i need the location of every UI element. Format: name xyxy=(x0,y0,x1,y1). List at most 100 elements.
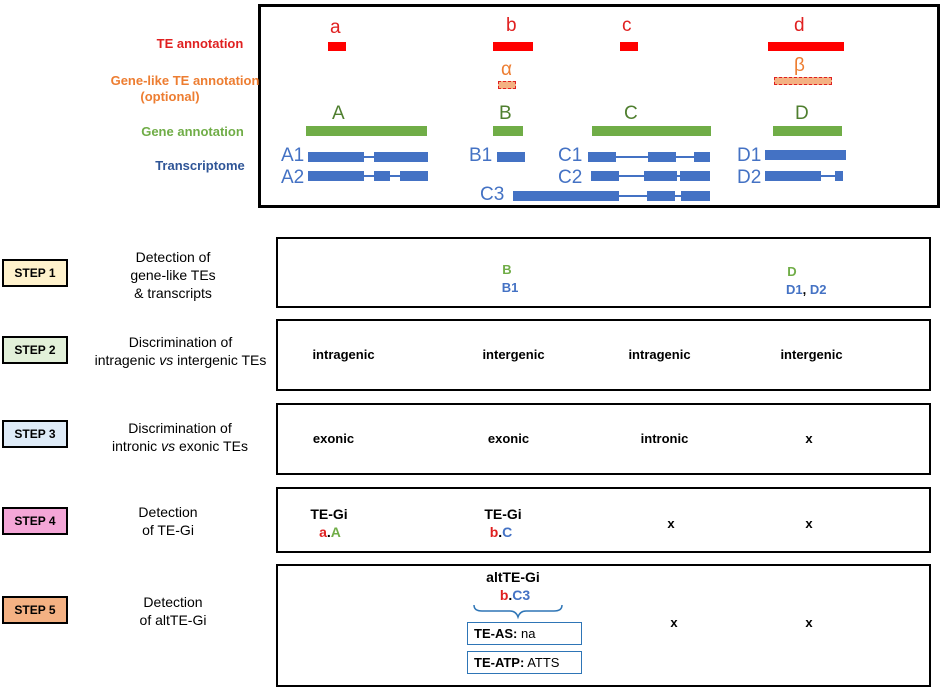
legend-transcriptome: Transcriptome xyxy=(155,158,245,173)
step1-transcript-d1: D1 xyxy=(786,282,803,297)
gene-bar-b xyxy=(493,126,523,136)
step4-tegi-a-gene: A xyxy=(330,524,341,540)
step2-result-d: intergenic xyxy=(780,347,843,362)
step4-box xyxy=(276,487,931,553)
step4-tegi-a-pair: a.A xyxy=(300,524,360,540)
transcript-a1-exon1 xyxy=(308,152,364,162)
transcript-a1-intron xyxy=(364,156,374,158)
step3-desc-line1: Discrimination of xyxy=(128,420,232,436)
transcript-c1-intron2 xyxy=(676,156,694,158)
step3-result-b: exonic xyxy=(487,431,530,446)
step4-result-d: x xyxy=(805,516,813,531)
transcript-label-a2: A2 xyxy=(281,167,305,188)
transcript-a1-exon2 xyxy=(374,152,428,162)
step4-desc-line2: of TE-Gi xyxy=(142,522,194,538)
gene-label-d: D xyxy=(795,103,809,124)
gene-bar-c xyxy=(592,126,711,136)
transcript-d2-exon2 xyxy=(835,171,843,181)
te-bar-a xyxy=(328,42,346,51)
step4-tegi-a-dot: . xyxy=(326,524,331,540)
step5-te-atp-box: TE-ATP: ATTS xyxy=(467,651,582,674)
transcript-c3-exon1 xyxy=(513,191,619,201)
step5-desc: Detection of altTE-Gi xyxy=(118,593,228,629)
step4-tegi-b-pair: b.C xyxy=(471,524,531,540)
step5-result-d: x xyxy=(805,615,813,630)
legend-gene-like-te: Gene-like TE annotation xyxy=(110,73,260,88)
gene-label-b: B xyxy=(499,103,512,124)
step4-badge: STEP 4 xyxy=(2,507,68,535)
transcript-c1-exon1 xyxy=(588,152,616,162)
step1-gene-d: D xyxy=(787,264,797,279)
step2-desc-line1: Discrimination of xyxy=(128,334,233,350)
step1-gene-b: B xyxy=(502,262,512,277)
step2-badge: STEP 2 xyxy=(2,336,68,364)
step5-alttegi-title: altTE-Gi xyxy=(486,569,540,585)
transcript-c2-exon1 xyxy=(591,171,619,181)
transcript-a2-exon1 xyxy=(308,171,364,181)
gene-bar-a xyxy=(306,126,427,136)
step4-tegi-a-title: TE-Gi xyxy=(310,506,348,522)
step2-desc: Discrimination of intragenic vs intergen… xyxy=(88,333,273,369)
te-bar-d xyxy=(768,42,844,51)
step5-alttegi-transcript: C3 xyxy=(512,587,531,603)
te-bar-c xyxy=(620,42,638,51)
step4-tegi-b-gene: C xyxy=(502,524,513,540)
step1-desc-line3: & transcripts xyxy=(134,285,212,301)
legend-gene-like-te-optional: (optional) xyxy=(140,89,200,104)
transcript-c2-exon3 xyxy=(680,171,710,181)
step2-result-a: intragenic xyxy=(312,347,375,362)
step4-tegi-b-dot: . xyxy=(498,524,503,540)
step5-te-atp-value: ATTS xyxy=(527,655,560,670)
step5-desc-line2: of altTE-Gi xyxy=(139,612,207,628)
step2-desc-line2: intragenic vs intergenic TEs xyxy=(94,352,267,368)
step1-desc-line1: Detection of xyxy=(135,249,211,265)
gene-label-a: A xyxy=(332,103,345,124)
transcript-label-c1: C1 xyxy=(558,145,583,166)
step3-desc-line2: intronic vs exonic TEs xyxy=(112,438,248,454)
step5-badge: STEP 5 xyxy=(2,596,68,624)
transcript-c1-exon2 xyxy=(648,152,676,162)
step1-transcript-separator: , xyxy=(802,282,810,297)
transcript-b1-exon1 xyxy=(497,152,525,162)
gene-like-label-beta: β xyxy=(794,55,805,76)
transcript-a2-exon2 xyxy=(374,171,390,181)
step5-brace-path xyxy=(473,604,563,620)
transcript-a2-intron2 xyxy=(390,175,400,177)
transcript-a2-exon3 xyxy=(400,171,428,181)
transcript-c3-intron2 xyxy=(675,195,681,197)
step3-result-c: intronic xyxy=(640,431,689,446)
step5-alttegi-dot: . xyxy=(508,587,513,603)
transcript-label-a1: A1 xyxy=(281,145,305,166)
step3-box xyxy=(276,403,931,475)
transcript-c3-exon2 xyxy=(647,191,675,201)
annotation-panel xyxy=(258,4,940,208)
te-label-c: c xyxy=(622,15,632,36)
step1-transcripts-d: D1, D2 xyxy=(786,282,846,297)
transcript-c1-exon3 xyxy=(694,152,710,162)
transcript-label-d1: D1 xyxy=(737,145,762,166)
transcript-c2-exon2 xyxy=(644,171,677,181)
step1-desc: Detection of gene-like TEs & transcripts xyxy=(108,248,238,302)
step5-te-atp-label: TE-ATP: xyxy=(474,655,525,670)
step2-result-b: intergenic xyxy=(482,347,545,362)
transcript-label-c2: C2 xyxy=(558,167,583,188)
step5-alttegi-pair: b.C3 xyxy=(480,587,550,603)
step3-result-a: exonic xyxy=(312,431,355,446)
step3-desc: Discrimination of intronic vs exonic TEs xyxy=(100,419,260,455)
step1-desc-line2: gene-like TEs xyxy=(130,267,216,283)
step5-desc-line1: Detection xyxy=(143,594,203,610)
transcript-a2-intron1 xyxy=(364,175,374,177)
transcript-c3-exon3 xyxy=(681,191,710,201)
step5-alttegi-te: b xyxy=(499,587,509,603)
gene-like-label-alpha: α xyxy=(501,59,512,80)
transcript-c2-intron1 xyxy=(619,175,644,177)
step5-te-as-label: TE-AS: xyxy=(474,626,518,641)
step4-desc-line1: Detection xyxy=(138,504,198,520)
gene-like-bar-alpha xyxy=(498,81,516,89)
transcript-d2-intron1 xyxy=(821,175,835,177)
te-label-b: b xyxy=(506,15,517,36)
step1-box xyxy=(276,237,931,308)
transcript-d1-exon1 xyxy=(765,150,846,160)
transcript-label-b1: B1 xyxy=(469,145,493,166)
te-label-d: d xyxy=(794,15,805,36)
